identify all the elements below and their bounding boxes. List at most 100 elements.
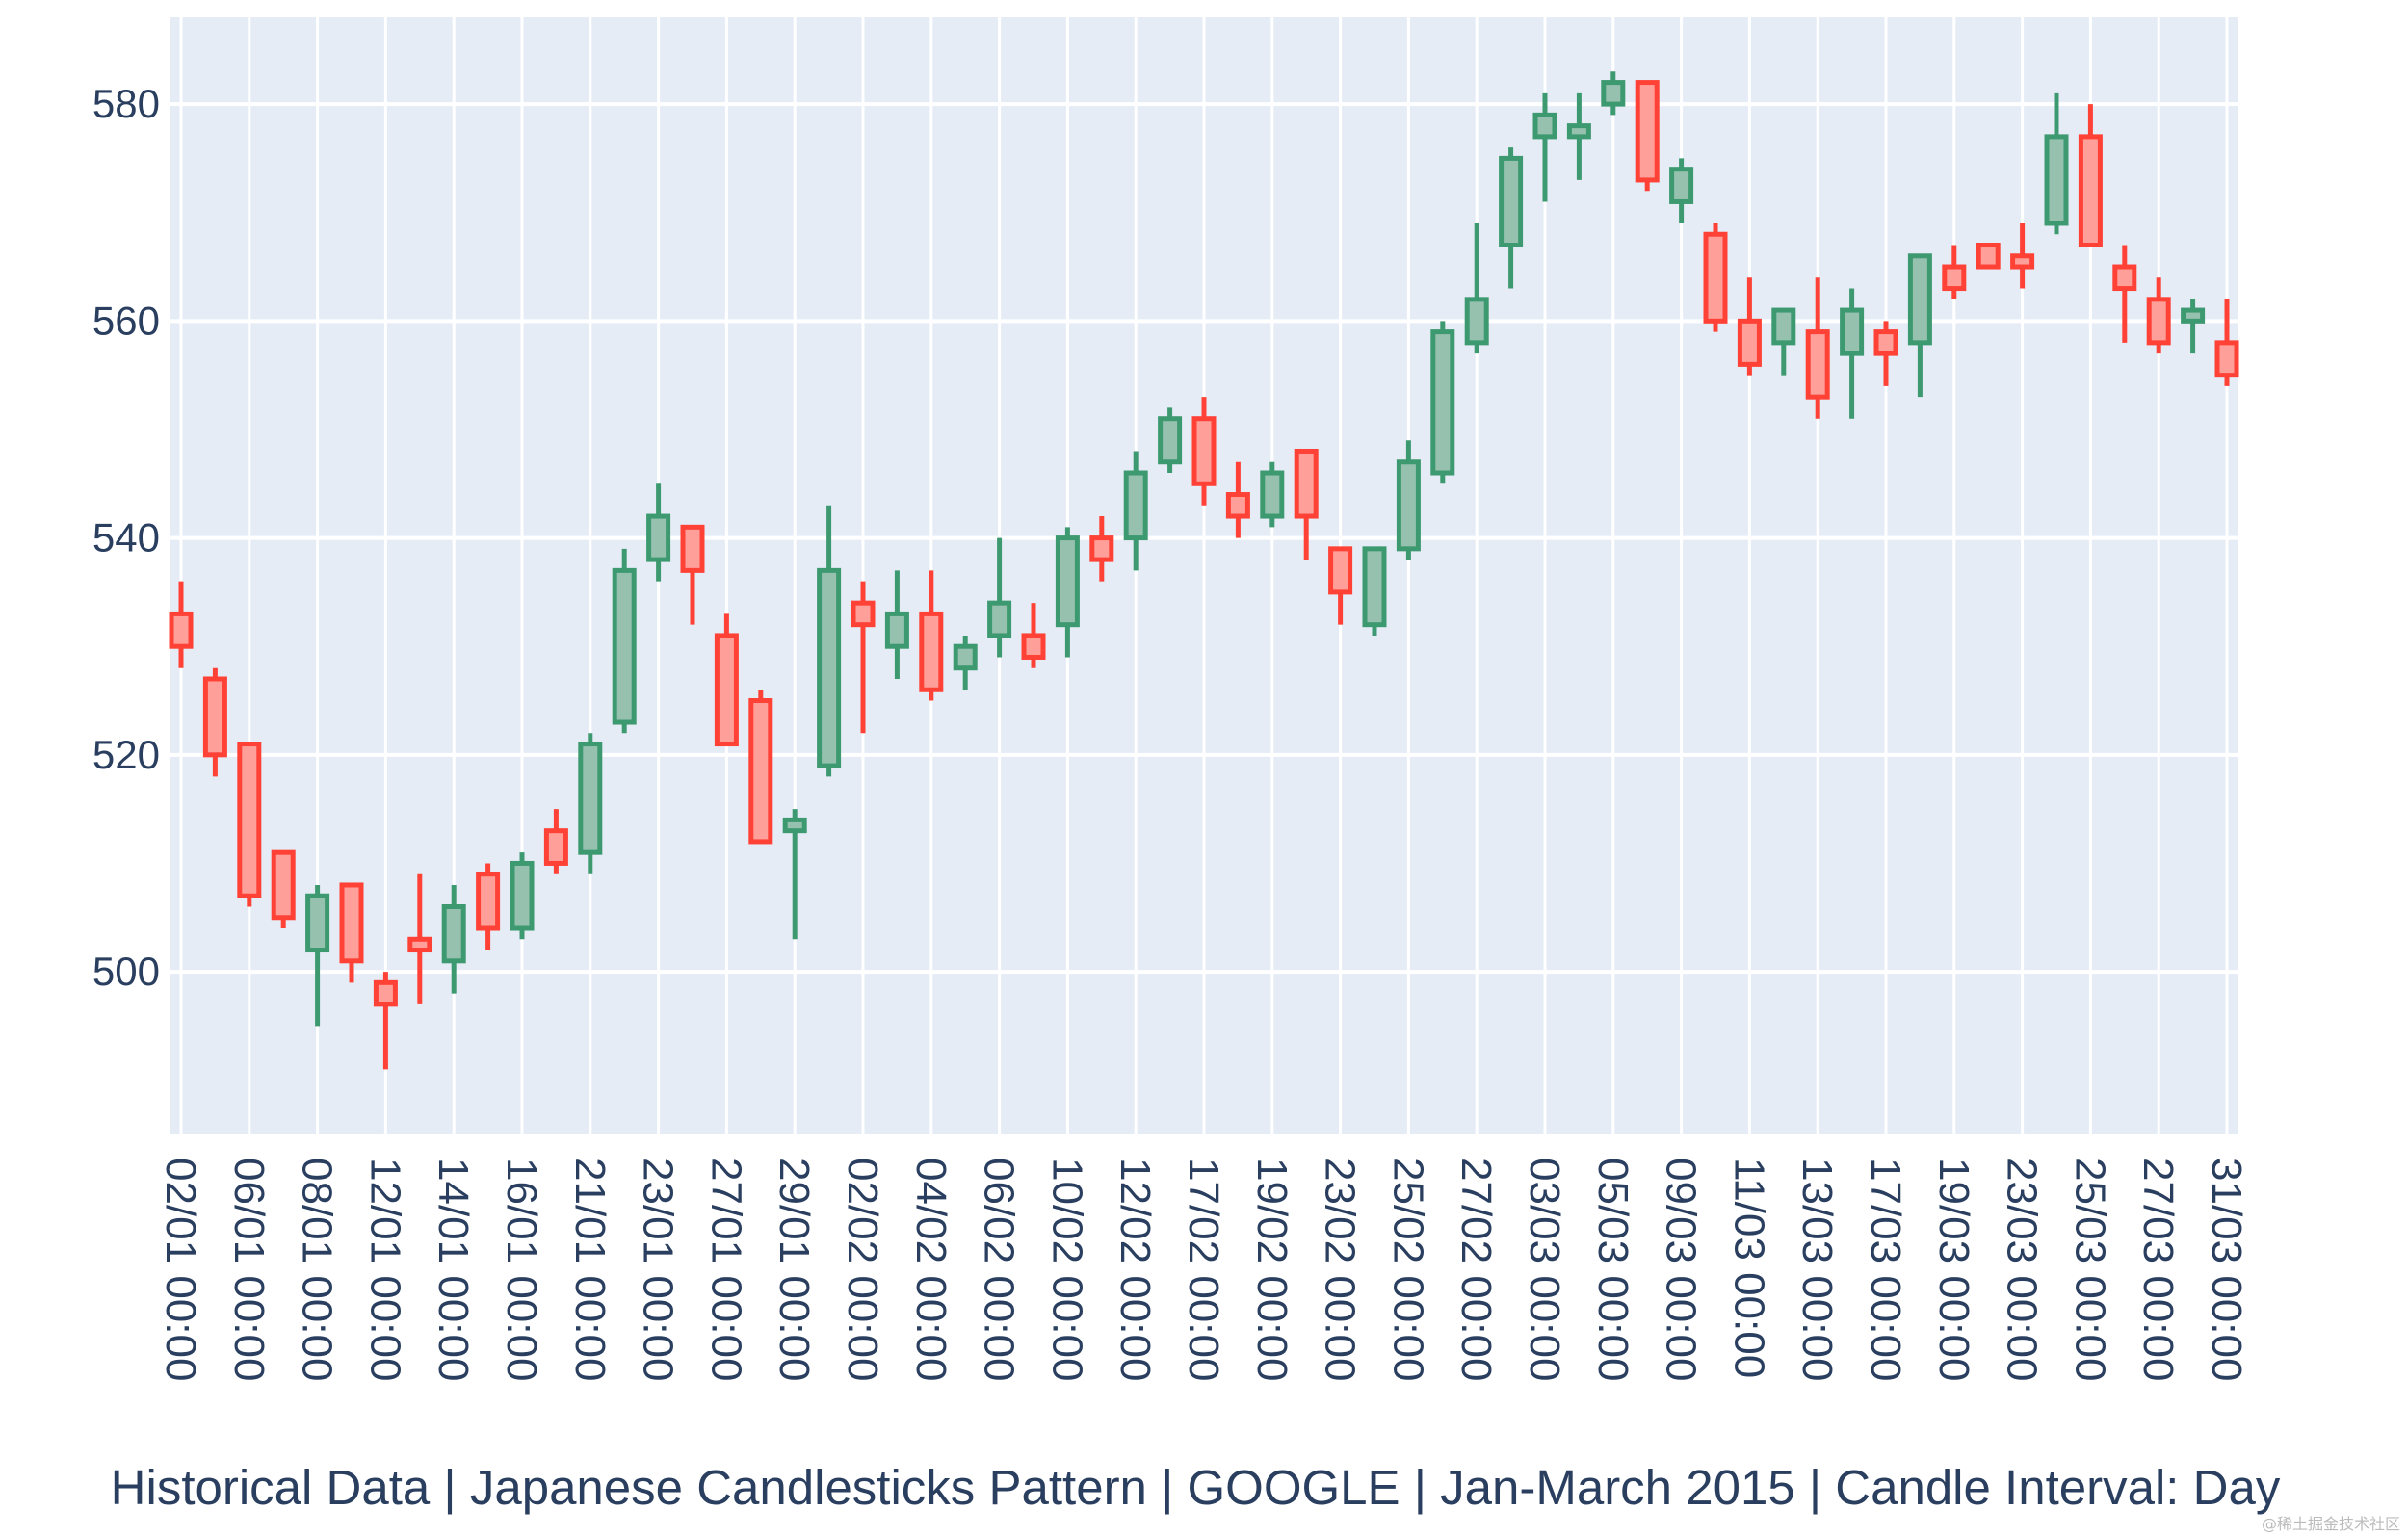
x-tick-label: 25/03 00:00	[2066, 1158, 2113, 1381]
candle	[2112, 245, 2137, 343]
x-tick-label: 27/03 00:00	[2134, 1158, 2182, 1381]
candle-body	[851, 600, 876, 628]
candle	[1260, 461, 1285, 528]
x-tick-label: 05/03 00:00	[1589, 1158, 1636, 1381]
x-tick-label: 04/02 00:00	[907, 1158, 955, 1381]
candle	[1907, 253, 1932, 398]
candle	[1532, 92, 1557, 202]
candle-body	[646, 513, 671, 562]
candle-body	[1737, 318, 1762, 367]
x-tick-label: 17/03 00:00	[1862, 1158, 1909, 1381]
candle	[2044, 92, 2069, 235]
candle-body	[237, 742, 262, 898]
candle-body	[1873, 329, 1898, 356]
x-tick-label: 25/02 00:00	[1384, 1158, 1431, 1381]
candle	[1294, 448, 1319, 560]
candle	[339, 882, 364, 983]
candle	[578, 733, 603, 874]
candle-body	[884, 611, 909, 649]
x-tick-label: 21/01 00:00	[566, 1158, 614, 1381]
y-tick-label: 580	[92, 81, 160, 126]
candle-body	[1396, 459, 1421, 552]
candle-body	[1499, 155, 1524, 248]
candle-body	[441, 903, 466, 964]
candle-body	[1840, 307, 1865, 356]
candle-body	[2010, 253, 2035, 270]
candle	[1396, 440, 1421, 560]
candle-body	[1805, 329, 1830, 400]
candle	[1055, 527, 1080, 658]
candle-body	[1191, 416, 1217, 486]
candle	[817, 505, 842, 777]
candle-body	[373, 979, 398, 1007]
candle	[680, 524, 705, 625]
candle-body	[2181, 307, 2206, 324]
x-tick-label: 12/02 00:00	[1112, 1158, 1159, 1381]
x-tick-label: 23/02 00:00	[1317, 1158, 1364, 1381]
candle-body	[987, 600, 1012, 638]
x-tick-label: 19/03 00:00	[1930, 1158, 1977, 1381]
candle	[646, 483, 671, 582]
y-tick-label: 560	[92, 298, 160, 343]
candle-body	[1430, 329, 1455, 476]
candle	[1840, 288, 1865, 419]
candle-body	[748, 698, 773, 845]
candle	[2181, 299, 2206, 354]
candle	[510, 852, 535, 940]
x-tick-label: 29/01 00:00	[771, 1158, 818, 1381]
y-tick-label: 500	[92, 949, 160, 994]
candle-body	[1328, 546, 1353, 595]
candle-body	[1055, 535, 1080, 628]
candle-body	[476, 872, 501, 931]
x-tick-label: 02/01 00:00	[157, 1158, 204, 1381]
x-tick-label: 23/01 00:00	[635, 1158, 682, 1381]
candle-body	[1123, 470, 1148, 541]
candle-body	[2078, 134, 2103, 248]
candle	[407, 873, 432, 1004]
x-tick-label: 13/03 00:00	[1793, 1158, 1841, 1381]
candle-body	[1669, 167, 1694, 204]
candle	[1089, 516, 1114, 582]
candle	[1191, 397, 1217, 506]
candle	[373, 972, 398, 1070]
candle	[2010, 222, 2035, 289]
candle	[271, 849, 296, 929]
candle-body	[1260, 470, 1285, 519]
candle	[1942, 245, 1967, 299]
candle	[1703, 222, 1728, 332]
candle	[748, 690, 773, 845]
candle-body	[339, 882, 364, 964]
candle-body	[1976, 243, 2001, 270]
candle-body	[169, 611, 194, 649]
watermark: @稀土掘金技术社区	[2262, 1515, 2400, 1533]
x-axis-tick-labels: 02/01 00:00 06/01 00:00 08/01 00:00 12/01 0…	[157, 1158, 2250, 1381]
candle	[2146, 277, 2171, 354]
candle	[305, 884, 330, 1027]
candle	[169, 581, 194, 668]
candle	[782, 809, 807, 940]
candle	[2214, 299, 2239, 386]
x-tick-label: 12/01 00:00	[361, 1158, 408, 1381]
candle	[1601, 71, 1626, 116]
candle	[202, 667, 227, 777]
x-tick-label: 11/03 00:00	[1725, 1158, 1772, 1378]
candle	[1669, 158, 1694, 223]
candle-body	[1942, 264, 1967, 292]
candle	[1123, 451, 1148, 571]
candle	[1873, 321, 1898, 386]
candle-body	[1566, 123, 1591, 140]
candle-body	[817, 567, 842, 768]
x-tick-label: 06/01 00:00	[225, 1158, 273, 1381]
x-tick-label: 23/03 00:00	[1999, 1158, 2046, 1381]
candle-body	[2214, 340, 2239, 378]
candle	[476, 863, 501, 950]
x-tick-label: 09/03 00:00	[1658, 1158, 1705, 1381]
candle	[1158, 407, 1183, 474]
x-tick-label: 03/03 00:00	[1521, 1158, 1568, 1381]
candle	[1805, 277, 1830, 419]
candle-body	[2146, 297, 2171, 346]
candle	[1499, 147, 1524, 289]
x-tick-label: 17/02 00:00	[1180, 1158, 1227, 1381]
candle-body	[2044, 134, 2069, 226]
candle-body	[202, 676, 227, 758]
